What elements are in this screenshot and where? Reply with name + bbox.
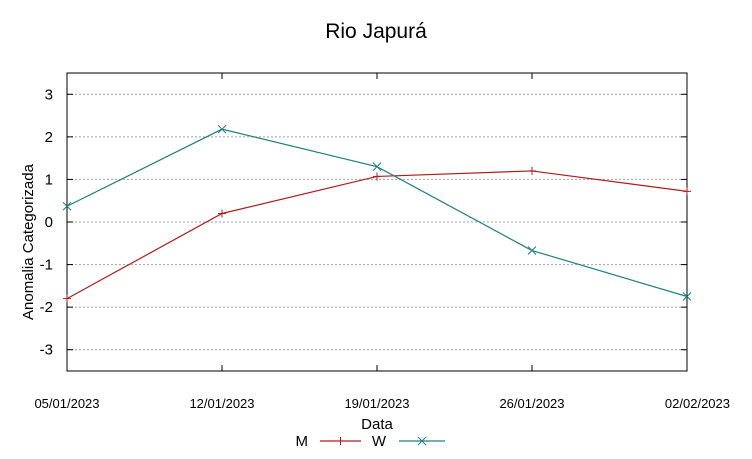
y-tick-label: -2 (40, 299, 53, 316)
data-point-w-stroke (527, 246, 537, 255)
y-tick-label: 0 (45, 214, 53, 231)
x-tick-label: 02/02/2023 (665, 396, 730, 411)
data-point-m (683, 187, 691, 196)
series-line-m (66, 170, 688, 300)
series-line-w (66, 128, 688, 298)
data-point-w-stroke (217, 124, 227, 134)
x-tick-label: 19/01/2023 (344, 396, 409, 411)
y-axis: 3 2 1 0 -1 -2 -3 (40, 86, 687, 359)
data-point-m (218, 209, 226, 218)
data-point-w-stroke (372, 162, 382, 172)
x-tick-label: 26/01/2023 (499, 396, 564, 411)
series-layer (62, 124, 692, 303)
data-point-w (527, 246, 537, 255)
data-point-w (682, 292, 692, 301)
data-point-w (62, 201, 72, 211)
legend-marker-w-stroke (417, 436, 427, 446)
y-tick-label: 1 (45, 171, 53, 188)
y-axis-label: Anomalia Categorizada (20, 163, 37, 320)
data-point-w-stroke (682, 292, 692, 301)
y-tick-label: 2 (45, 129, 53, 146)
x-axis-label: Data (361, 416, 393, 433)
data-point-w (217, 124, 227, 134)
data-point-m (63, 294, 71, 303)
y-tick-label: -1 (40, 257, 53, 274)
legend-marker-m (336, 437, 345, 445)
x-tick-label: 05/01/2023 (34, 396, 99, 411)
x-axis: 05/01/2023 12/01/2023 19/01/2023 26/01/2023… (34, 73, 730, 411)
y-tick-label: 3 (45, 86, 53, 103)
legend-label-w: W (372, 433, 387, 450)
data-point-w-stroke (62, 201, 72, 211)
legend-label-m: M (296, 433, 309, 450)
y-tick-label: -3 (40, 342, 53, 359)
x-tick-label: 12/01/2023 (189, 396, 254, 411)
data-point-w (372, 162, 382, 172)
grid-lines (67, 93, 687, 351)
data-point-m (528, 166, 536, 175)
data-point-m (373, 172, 381, 181)
chart-title: Rio Japurá (325, 20, 427, 43)
legend-marker-w (417, 436, 427, 446)
